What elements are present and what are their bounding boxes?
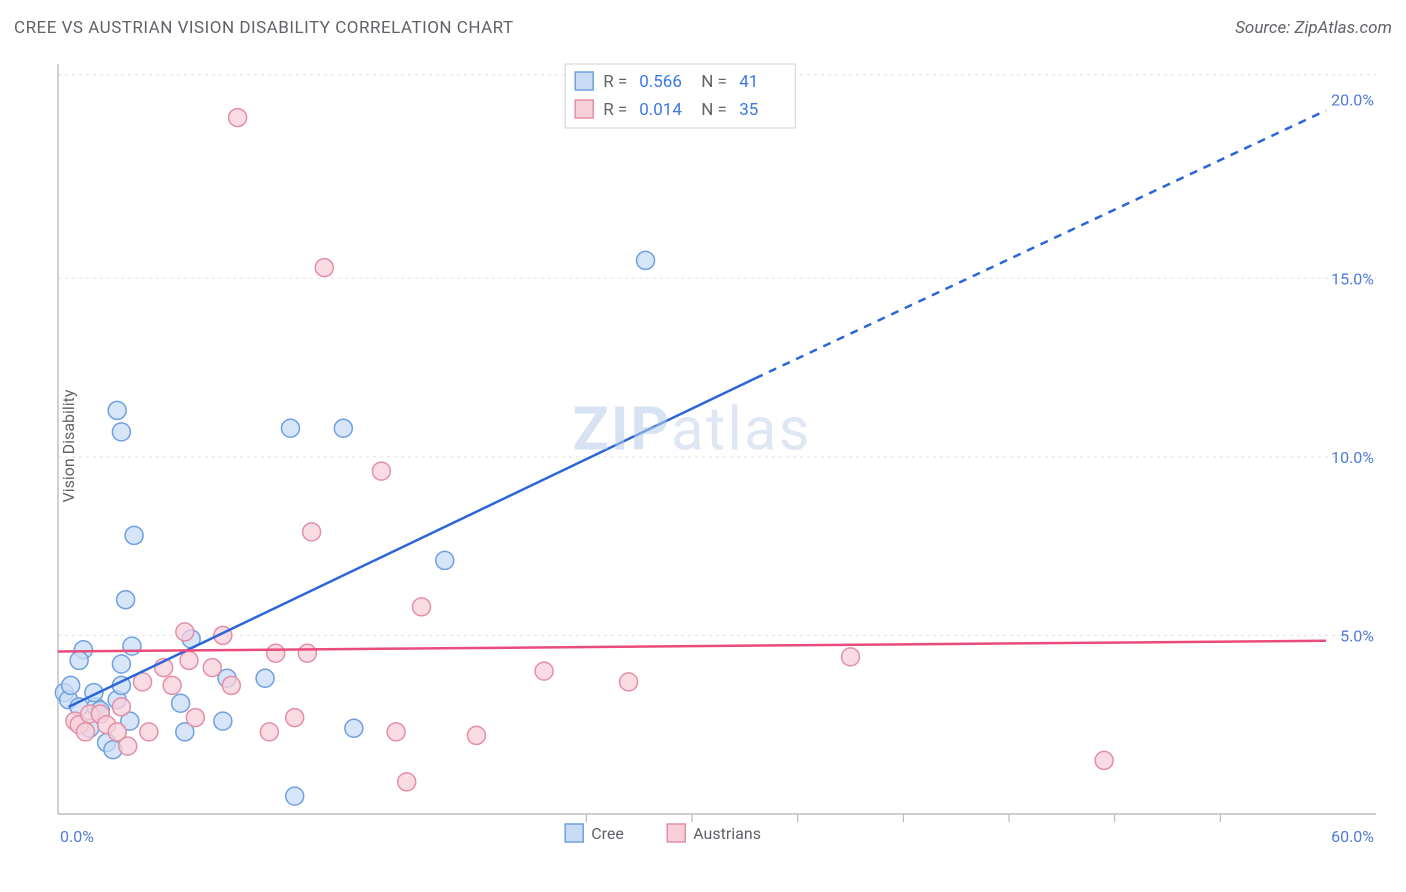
data-point bbox=[119, 737, 137, 755]
series-swatch bbox=[667, 824, 685, 842]
data-point bbox=[281, 419, 299, 437]
data-point bbox=[398, 773, 416, 791]
data-point bbox=[436, 551, 454, 569]
data-point bbox=[229, 109, 247, 127]
data-point bbox=[180, 651, 198, 669]
data-point bbox=[125, 526, 143, 544]
data-point bbox=[286, 709, 304, 727]
data-point bbox=[70, 651, 88, 669]
data-point bbox=[467, 726, 485, 744]
data-point bbox=[387, 723, 405, 741]
scatter-chart: 5.0% 10.0% 15.0% 20.0% 0.0% 60.0% ZIPatlas R = 0… bbox=[50, 58, 1386, 852]
data-point bbox=[345, 719, 363, 737]
data-point bbox=[286, 787, 304, 805]
legend-swatch bbox=[575, 100, 593, 118]
data-point bbox=[260, 723, 278, 741]
data-point bbox=[76, 723, 94, 741]
data-point bbox=[172, 694, 190, 712]
data-point bbox=[214, 712, 232, 730]
data-point bbox=[117, 591, 135, 609]
austrian-trend bbox=[58, 641, 1326, 652]
x-tick-label: 60.0% bbox=[1331, 827, 1374, 846]
data-point bbox=[298, 644, 316, 662]
data-point bbox=[222, 676, 240, 694]
chart-source: Source: ZipAtlas.com bbox=[1235, 18, 1392, 38]
legend-swatch bbox=[575, 72, 593, 90]
data-point bbox=[842, 648, 860, 666]
data-point bbox=[176, 623, 194, 641]
data-point bbox=[1095, 751, 1113, 769]
y-tick-label: 10.0% bbox=[1331, 448, 1374, 467]
legend-r-label: R = bbox=[603, 72, 627, 92]
y-tick-label: 20.0% bbox=[1331, 91, 1374, 110]
data-point bbox=[112, 423, 130, 441]
source-prefix: Source: bbox=[1235, 18, 1294, 38]
data-point bbox=[163, 676, 181, 694]
legend-r-value: 0.566 bbox=[639, 72, 682, 92]
data-point bbox=[334, 419, 352, 437]
data-point bbox=[123, 637, 141, 655]
data-point bbox=[315, 259, 333, 277]
series-label: Cree bbox=[591, 824, 624, 843]
data-point bbox=[535, 662, 553, 680]
legend-n-label: N = bbox=[701, 100, 727, 120]
data-point bbox=[140, 723, 158, 741]
series-label: Austrians bbox=[693, 824, 761, 843]
watermark: ZIPatlas bbox=[572, 394, 811, 465]
data-point bbox=[303, 523, 321, 541]
data-point bbox=[620, 673, 638, 691]
y-tick-label: 5.0% bbox=[1340, 626, 1374, 645]
data-point bbox=[186, 709, 204, 727]
cree-trend-dashed bbox=[755, 110, 1326, 378]
data-point bbox=[112, 655, 130, 673]
legend-r-label: R = bbox=[603, 100, 627, 120]
data-point bbox=[62, 676, 80, 694]
legend-n-label: N = bbox=[701, 72, 727, 92]
data-point bbox=[203, 659, 221, 677]
chart-title: CREE VS AUSTRIAN VISION DISABILITY CORRE… bbox=[14, 18, 514, 38]
x-tick-label: 0.0% bbox=[60, 827, 94, 846]
data-point bbox=[412, 598, 430, 616]
data-point bbox=[267, 644, 285, 662]
data-point bbox=[637, 251, 655, 269]
data-point bbox=[256, 669, 274, 687]
chart-area: 5.0% 10.0% 15.0% 20.0% 0.0% 60.0% ZIPatlas R = 0… bbox=[50, 58, 1386, 852]
data-point bbox=[112, 698, 130, 716]
legend-r-value: 0.014 bbox=[639, 100, 682, 120]
data-point bbox=[108, 401, 126, 419]
source-name: ZipAtlas.com bbox=[1294, 18, 1392, 38]
legend-n-value: 41 bbox=[739, 72, 758, 92]
series-swatch bbox=[565, 824, 583, 842]
data-point bbox=[372, 462, 390, 480]
legend-n-value: 35 bbox=[739, 100, 758, 120]
y-tick-label: 15.0% bbox=[1331, 269, 1374, 288]
